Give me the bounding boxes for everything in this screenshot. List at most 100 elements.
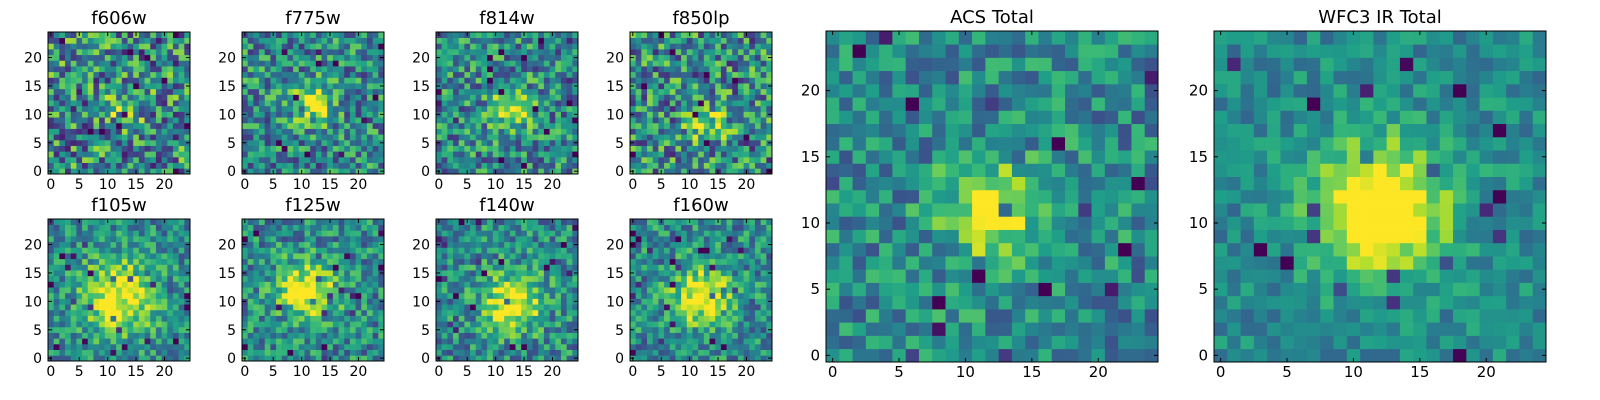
heatmap-cell (703, 275, 710, 282)
heatmap-cell (732, 151, 739, 158)
heatmap-cell (526, 105, 533, 112)
heatmap-cell (521, 60, 528, 67)
heatmap-cell (48, 292, 55, 299)
heatmap-cell (321, 292, 328, 299)
heatmap-cell (332, 43, 339, 50)
heatmap-cell (681, 156, 688, 163)
heatmap-cell (366, 224, 373, 231)
heatmap-cell (504, 258, 511, 265)
heatmap-cell (144, 83, 151, 90)
heatmap-cell (116, 32, 123, 39)
heatmap-cell (737, 77, 744, 84)
heatmap-cell (48, 258, 55, 265)
heatmap-cell (287, 264, 294, 271)
heatmap-cell (441, 77, 448, 84)
heatmap-cell (515, 270, 522, 277)
heatmap-cell (715, 287, 722, 294)
heatmap-cell (630, 145, 637, 152)
heatmap-cell (366, 281, 373, 288)
heatmap-cell (521, 111, 528, 118)
heatmap-cell (475, 162, 482, 169)
x-tick-label: 20 (738, 177, 756, 193)
heatmap-cell (178, 145, 185, 152)
heatmap-cell (555, 37, 562, 44)
heatmap-cell (53, 88, 60, 95)
heatmap-cell (555, 326, 562, 333)
heatmap-cell (669, 326, 676, 333)
heatmap-cell (315, 224, 322, 231)
heatmap-cell (99, 287, 106, 294)
heatmap-cell (127, 37, 134, 44)
heatmap-cell (155, 264, 162, 271)
heatmap-cell (287, 275, 294, 282)
heatmap-cell (566, 349, 573, 356)
heatmap-cell (293, 219, 300, 226)
heatmap-cell (641, 332, 648, 339)
heatmap-cell (87, 94, 94, 101)
heatmap-cell (664, 168, 671, 175)
heatmap-cell (464, 321, 471, 328)
heatmap-cell (247, 162, 254, 169)
heatmap-cell (760, 304, 767, 311)
heatmap-cell (310, 230, 317, 237)
heatmap-cell (498, 219, 505, 226)
heatmap-cell (144, 304, 151, 311)
heatmap-cell (76, 281, 83, 288)
heatmap-cell (647, 105, 654, 112)
heatmap-cell (669, 287, 676, 294)
heatmap-cell (355, 253, 362, 260)
heatmap-cell (138, 122, 145, 129)
heatmap-cell (715, 270, 722, 277)
heatmap-cell (703, 168, 710, 175)
heatmap-cell (344, 139, 351, 146)
heatmap-cell (321, 49, 328, 56)
heatmap-cell (447, 253, 454, 260)
heatmap-cell (127, 292, 134, 299)
heatmap-cell (521, 83, 528, 90)
heatmap-cell (538, 54, 545, 61)
heatmap-cell (310, 258, 317, 265)
heatmap-cell (366, 332, 373, 339)
heatmap-cell (447, 338, 454, 345)
heatmap-cell (555, 270, 562, 277)
heatmap-cell (732, 298, 739, 305)
heatmap-cell (104, 66, 111, 73)
heatmap-cell (526, 100, 533, 107)
heatmap-cell (555, 54, 562, 61)
heatmap-cell (138, 275, 145, 282)
heatmap-cell (53, 139, 60, 146)
heatmap-cell (664, 292, 671, 299)
heatmap-cell (766, 145, 773, 152)
heatmap-cell (167, 100, 174, 107)
heatmap-cell (555, 122, 562, 129)
heatmap-cell (532, 332, 539, 339)
heatmap-cell (315, 258, 322, 265)
heatmap-cell (161, 253, 168, 260)
y-tick-label: 0 (421, 351, 430, 367)
heatmap-cell (447, 315, 454, 322)
heatmap-cell (276, 134, 283, 141)
heatmap-cell (652, 122, 659, 129)
heatmap-cell (470, 292, 477, 299)
heatmap-cell (116, 145, 123, 152)
heatmap-cell (59, 224, 66, 231)
heatmap-cell (116, 54, 123, 61)
heatmap-cell (737, 332, 744, 339)
heatmap-cell (70, 156, 77, 163)
heatmap-cell (526, 122, 533, 129)
heatmap-cell (287, 54, 294, 61)
heatmap-cell (509, 321, 516, 328)
heatmap-cell (498, 66, 505, 73)
heatmap-cell (133, 298, 140, 305)
heatmap-cell (504, 94, 511, 101)
heatmap-cell (641, 349, 648, 356)
heatmap-cell (167, 94, 174, 101)
heatmap-cell (566, 253, 573, 260)
heatmap-cell (99, 60, 106, 67)
heatmap-cell (53, 298, 60, 305)
heatmap-cell (675, 111, 682, 118)
heatmap-cell (538, 77, 545, 84)
heatmap-cell (247, 100, 254, 107)
heatmap-cell (458, 292, 465, 299)
heatmap-cell (155, 332, 162, 339)
